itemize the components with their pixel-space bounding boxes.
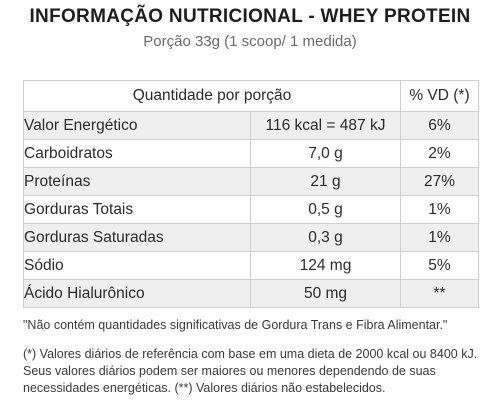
nutrient-vd: 1%: [400, 195, 479, 224]
table-row: Gorduras Saturadas 0,3 g 1%: [23, 223, 479, 252]
nutrient-name: Proteínas: [23, 167, 251, 196]
header-vd: % VD (*): [400, 80, 479, 112]
table-row: Gorduras Totais 0,5 g 1%: [23, 195, 479, 224]
table-row: Carboidratos 7,0 g 2%: [23, 139, 479, 168]
table-row: Valor Energético 116 kcal = 487 kJ 6%: [23, 111, 479, 140]
nutrient-quantity: 0,3 g: [250, 223, 401, 252]
nutrient-vd: **: [400, 279, 479, 308]
table-row: Proteínas 21 g 27%: [23, 167, 479, 196]
nutrition-table: Quantidade por porção % VD (*) Valor Ene…: [23, 80, 479, 308]
nutrient-name: Gorduras Saturadas: [23, 223, 251, 252]
nutrient-name: Carboidratos: [23, 139, 251, 168]
nutrient-name: Sódio: [23, 251, 251, 280]
nutrient-vd: 2%: [400, 139, 479, 168]
table-header-row: Quantidade por porção % VD (*): [23, 80, 479, 112]
nutrient-vd: 27%: [400, 167, 479, 196]
serving-size: Porção 33g (1 scoop/ 1 medida): [143, 33, 357, 50]
nutrient-name: Gorduras Totais: [23, 195, 251, 224]
nutrient-quantity: 0,5 g: [250, 195, 401, 224]
header-quantity: Quantidade por porção: [23, 80, 401, 112]
trans-fat-note: "Não contém quantidades significativas d…: [23, 318, 448, 332]
daily-values-note: (*) Valores diários de referência com ba…: [23, 347, 478, 395]
page-title: INFORMAÇÃO NUTRICIONAL - WHEY PROTEIN: [29, 6, 471, 27]
nutrient-quantity: 7,0 g: [250, 139, 401, 168]
nutrient-quantity: 21 g: [250, 167, 401, 196]
nutrient-vd: 5%: [400, 251, 479, 280]
nutrient-quantity: 124 mg: [250, 251, 401, 280]
nutrient-vd: 6%: [400, 111, 479, 140]
nutrient-quantity: 50 mg: [250, 279, 401, 308]
nutrient-name: Valor Energético: [23, 111, 251, 140]
nutrient-quantity: 116 kcal = 487 kJ: [250, 111, 401, 140]
nutrient-name: Ácido Hialurônico: [23, 279, 251, 308]
table-row: Ácido Hialurônico 50 mg **: [23, 279, 479, 308]
nutrient-vd: 1%: [400, 223, 479, 252]
table-row: Sódio 124 mg 5%: [23, 251, 479, 280]
